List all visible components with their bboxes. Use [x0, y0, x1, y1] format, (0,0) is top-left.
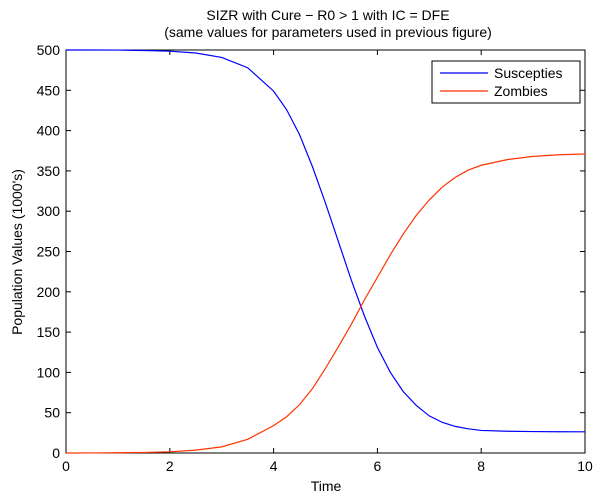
y-tick-label: 200: [37, 284, 61, 300]
y-axis-label: Population Values (1000's): [9, 169, 25, 335]
y-tick-label: 400: [37, 123, 61, 139]
plot-frame: [65, 49, 586, 454]
x-tick-label: 0: [62, 458, 70, 474]
legend-label-zombies: Zombies: [494, 83, 548, 99]
x-tick-label: 10: [577, 458, 593, 474]
y-tick-label: 250: [37, 244, 61, 260]
y-tick-label: 350: [37, 163, 61, 179]
y-tick-label: 0: [52, 445, 60, 461]
y-tick-label: 100: [37, 364, 61, 380]
legend: Suscepties Zombies: [431, 60, 581, 104]
chart-title: SIZR with Cure − R0 > 1 with IC = DFE: [206, 7, 449, 23]
chart-subtitle: (same values for parameters used in prev…: [164, 24, 492, 40]
y-tick-label: 50: [44, 405, 60, 421]
legend-box: [431, 60, 581, 104]
series-line-zombies: [65, 153, 586, 454]
legend-label-suscepties: Suscepties: [494, 65, 562, 81]
x-tick-label: 8: [477, 458, 485, 474]
series-lines: [65, 49, 586, 454]
plot-area: 0 50 100 150 200 250 300 350 400 450 500 0 2 4 6 8 10: [37, 42, 593, 474]
y-tick-label: 500: [37, 42, 61, 58]
series-line-suscepties: [66, 49, 586, 433]
y-tick-label: 450: [37, 82, 61, 98]
y-tick-label: 150: [37, 324, 61, 340]
y-axis-ticks: 0 50 100 150 200 250 300 350 400 450 500: [37, 42, 585, 461]
x-axis-ticks: 0 2 4 6 8 10: [62, 50, 593, 474]
x-tick-label: 4: [270, 458, 278, 474]
x-tick-label: 6: [374, 458, 382, 474]
y-tick-label: 300: [37, 203, 61, 219]
x-axis-label: Time: [311, 478, 342, 494]
x-tick-label: 2: [166, 458, 174, 474]
